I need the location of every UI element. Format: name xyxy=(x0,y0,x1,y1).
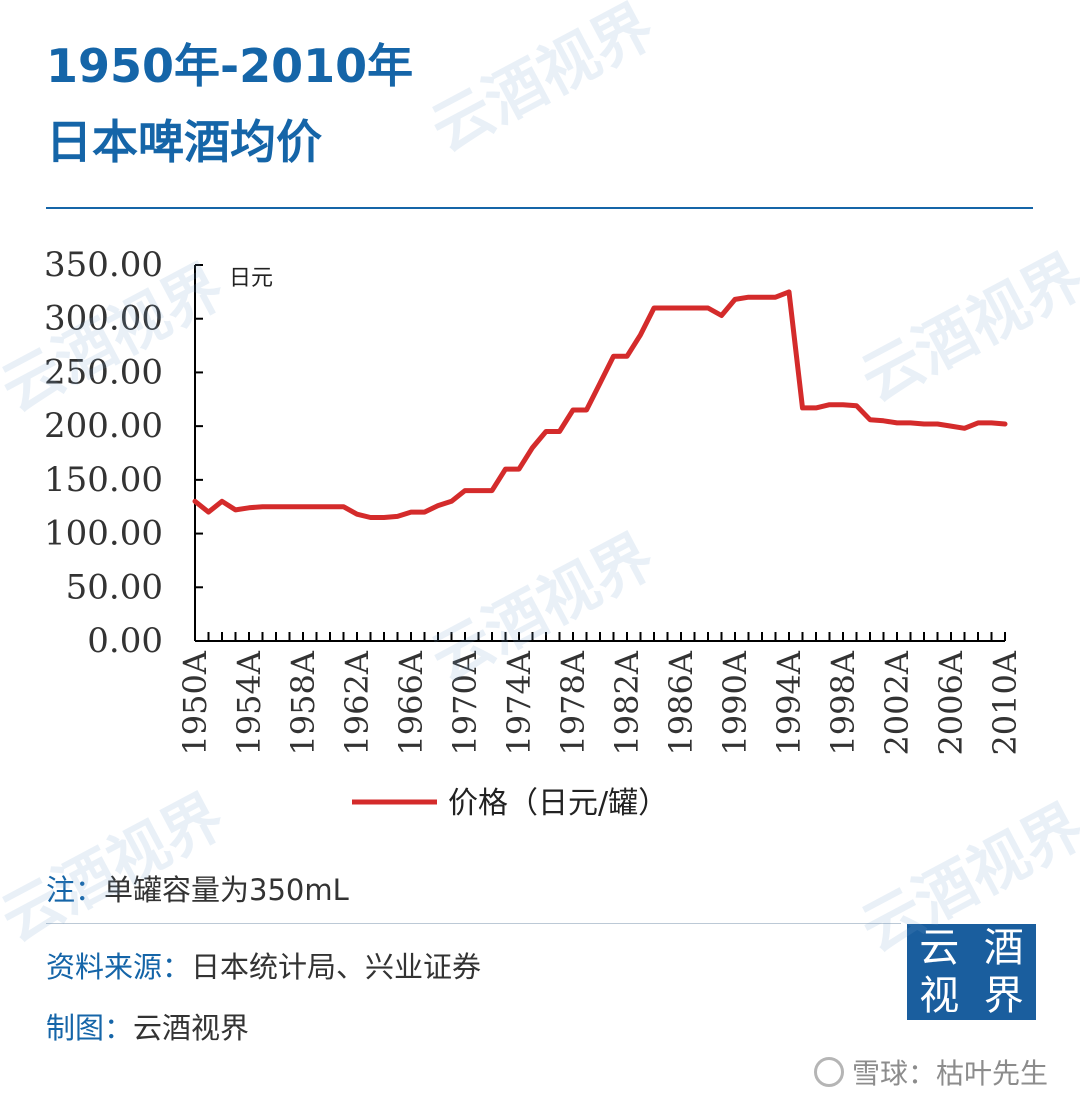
x-tick-label: 1954A xyxy=(230,650,268,755)
y-tick-label: 200.00 xyxy=(44,406,163,446)
maker-text: 云酒视界 xyxy=(133,1011,250,1045)
y-tick-label: 50.00 xyxy=(66,567,163,607)
source-text: 日本统计局、兴业证券 xyxy=(191,950,482,984)
y-axis-label: 日元 xyxy=(229,266,273,291)
x-tick-label: 1966A xyxy=(392,650,430,755)
logo-char: 云 xyxy=(919,925,960,971)
watermark: 云酒视界 xyxy=(420,0,665,166)
source-label: 资料来源： xyxy=(46,950,192,984)
footer-credit-text: 雪球：枯叶先生 xyxy=(851,1057,1048,1090)
footer-divider xyxy=(46,923,901,924)
legend-label: 价格（日元/罐） xyxy=(448,786,668,821)
maker-label: 制图： xyxy=(46,1011,134,1045)
line-chart: 0.00 50.00 100.00 150.00 200.00 250.00 300.00 3… xyxy=(44,245,1024,821)
x-tick-label: 1950A xyxy=(176,650,214,755)
logo-char: 酒 xyxy=(983,925,1024,971)
footer-credit: 雪球：枯叶先生 xyxy=(813,1052,1048,1092)
chart-title-line1: 1950年-2010年 xyxy=(46,39,414,93)
maker-line: 制图：云酒视界 xyxy=(46,1005,249,1047)
x-tick-label: 1974A xyxy=(500,650,538,755)
note-line: 注：单罐容量为350mL xyxy=(46,867,349,909)
brand-logo: 云 酒 视 界 xyxy=(907,924,1036,1020)
title-divider xyxy=(46,207,1033,209)
source-line: 资料来源：日本统计局、兴业证券 xyxy=(46,944,481,986)
y-tick-label: 300.00 xyxy=(44,299,163,339)
x-tick-label: 2010A xyxy=(986,650,1024,755)
y-tick-label: 0.00 xyxy=(87,621,163,661)
x-tick-label: 1958A xyxy=(284,650,322,755)
y-tick-label: 150.00 xyxy=(44,460,163,500)
x-tick-label: 2006A xyxy=(932,650,970,755)
x-tick-label: 1986A xyxy=(662,650,700,755)
note-label: 注： xyxy=(46,873,105,907)
x-tick-label: 1990A xyxy=(716,650,754,755)
price-series-line xyxy=(192,289,1008,520)
x-tick-label: 1962A xyxy=(338,650,376,755)
logo-char: 界 xyxy=(983,973,1024,1019)
y-tick-label: 250.00 xyxy=(44,352,163,392)
chart-title-line2: 日本啤酒均价 xyxy=(46,115,322,169)
x-tick-label: 1978A xyxy=(554,650,592,755)
snowball-icon xyxy=(813,1057,844,1087)
x-tick-label: 1994A xyxy=(770,650,808,755)
y-tick-label: 100.00 xyxy=(44,514,163,554)
x-tick-label: 1970A xyxy=(446,650,484,755)
x-tick-label: 2002A xyxy=(878,650,916,755)
x-tick-label: 1982A xyxy=(608,650,646,755)
logo-char: 视 xyxy=(919,973,960,1019)
note-text: 单罐容量为350mL xyxy=(104,873,349,907)
y-tick-label: 350.00 xyxy=(44,245,163,285)
x-tick-label: 1998A xyxy=(824,650,862,755)
